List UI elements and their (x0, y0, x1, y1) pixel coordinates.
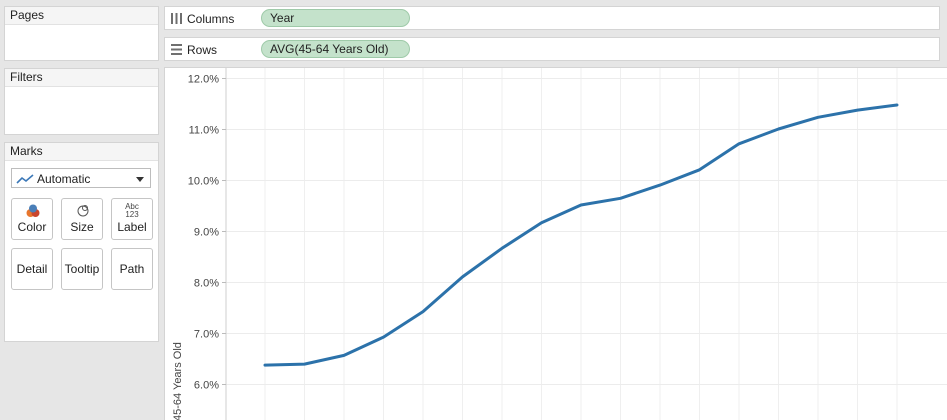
y-axis-title: 45-64 Years Old (172, 342, 184, 420)
size-icon (77, 205, 89, 217)
filters-card: Filters (4, 68, 159, 135)
y-tick-label: 6.0% (194, 380, 219, 392)
color-button[interactable]: Color (11, 198, 53, 240)
y-tick-label: 11.0% (189, 125, 220, 137)
pages-card: Pages (4, 6, 159, 61)
color-button-label: Color (17, 220, 47, 234)
detail-button-label: Detail (16, 262, 48, 276)
line-mark-icon (16, 174, 34, 184)
columns-icon (171, 13, 182, 24)
path-button[interactable]: Path (111, 248, 153, 290)
avg-45-64-pill[interactable]: AVG(45-64 Years Old) (261, 40, 410, 58)
mark-type-dropdown[interactable]: Automatic (11, 168, 151, 188)
chevron-down-icon (136, 177, 144, 182)
label-button[interactable]: Abc 123 Label (111, 198, 153, 240)
chart-area: 12.0% 11.0% 10.0% 9.0% 8.0% 7.0% 6.0% 45-64 Ye… (164, 67, 947, 420)
label-abc-icon: Abc (125, 202, 139, 211)
y-tick-label: 7.0% (194, 329, 219, 341)
color-icon (26, 204, 40, 217)
pages-card-title: Pages (5, 7, 158, 25)
columns-shelf[interactable]: Columns Year (164, 6, 940, 30)
marks-card: Marks Automatic Color Size Abc 123 Label… (4, 142, 159, 342)
y-tick-label: 10.0% (188, 176, 219, 188)
label-button-label: Label (117, 220, 147, 234)
tooltip-button-label: Tooltip (64, 262, 100, 276)
line-chart: 12.0% 11.0% 10.0% 9.0% 8.0% 7.0% 6.0% 45-64 Ye… (172, 68, 947, 420)
label-123-icon: 123 (125, 210, 139, 219)
year-pill[interactable]: Year (261, 9, 410, 27)
y-tick-label: 8.0% (194, 278, 219, 290)
mark-type-label: Automatic (37, 172, 91, 186)
y-tick-label: 9.0% (194, 227, 219, 239)
filters-card-title: Filters (5, 69, 158, 87)
marks-card-title: Marks (5, 143, 158, 161)
rows-shelf[interactable]: Rows AVG(45-64 Years Old) (164, 37, 940, 61)
series-line (263, 103, 899, 367)
columns-shelf-label: Columns (187, 12, 235, 26)
size-button[interactable]: Size (61, 198, 103, 240)
tooltip-button[interactable]: Tooltip (61, 248, 103, 290)
size-button-label: Size (70, 220, 94, 234)
detail-button[interactable]: Detail (11, 248, 53, 290)
y-tick-label: 12.0% (188, 74, 219, 86)
rows-icon (171, 44, 182, 55)
path-button-label: Path (119, 262, 145, 276)
rows-shelf-label: Rows (187, 43, 218, 57)
